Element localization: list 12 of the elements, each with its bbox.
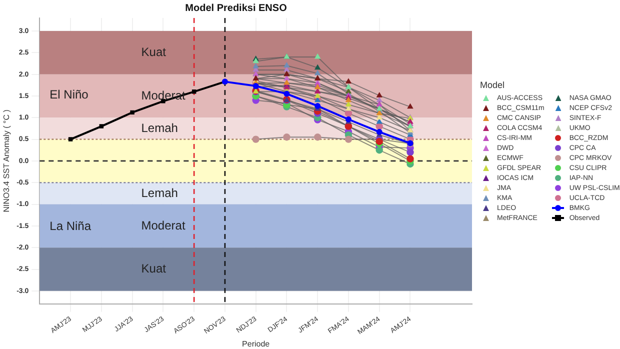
y-axis-title: NINO3.4 SST Anomaly ( °C ) bbox=[2, 109, 12, 212]
annotation: La Niña bbox=[50, 219, 92, 234]
legend-title: Model bbox=[480, 80, 506, 90]
annotation: El Niño bbox=[50, 88, 89, 102]
band-label: Kuat bbox=[141, 44, 167, 59]
band-label: Lemah bbox=[141, 186, 178, 200]
band-label: Moderat bbox=[141, 88, 186, 102]
band-label: Moderat bbox=[141, 218, 186, 232]
x-axis-title: Periode bbox=[242, 339, 270, 348]
chart-title: Model Prediksi ENSO bbox=[185, 2, 288, 14]
band-label: Kuat bbox=[141, 262, 167, 276]
band-label: Lemah bbox=[141, 120, 178, 135]
